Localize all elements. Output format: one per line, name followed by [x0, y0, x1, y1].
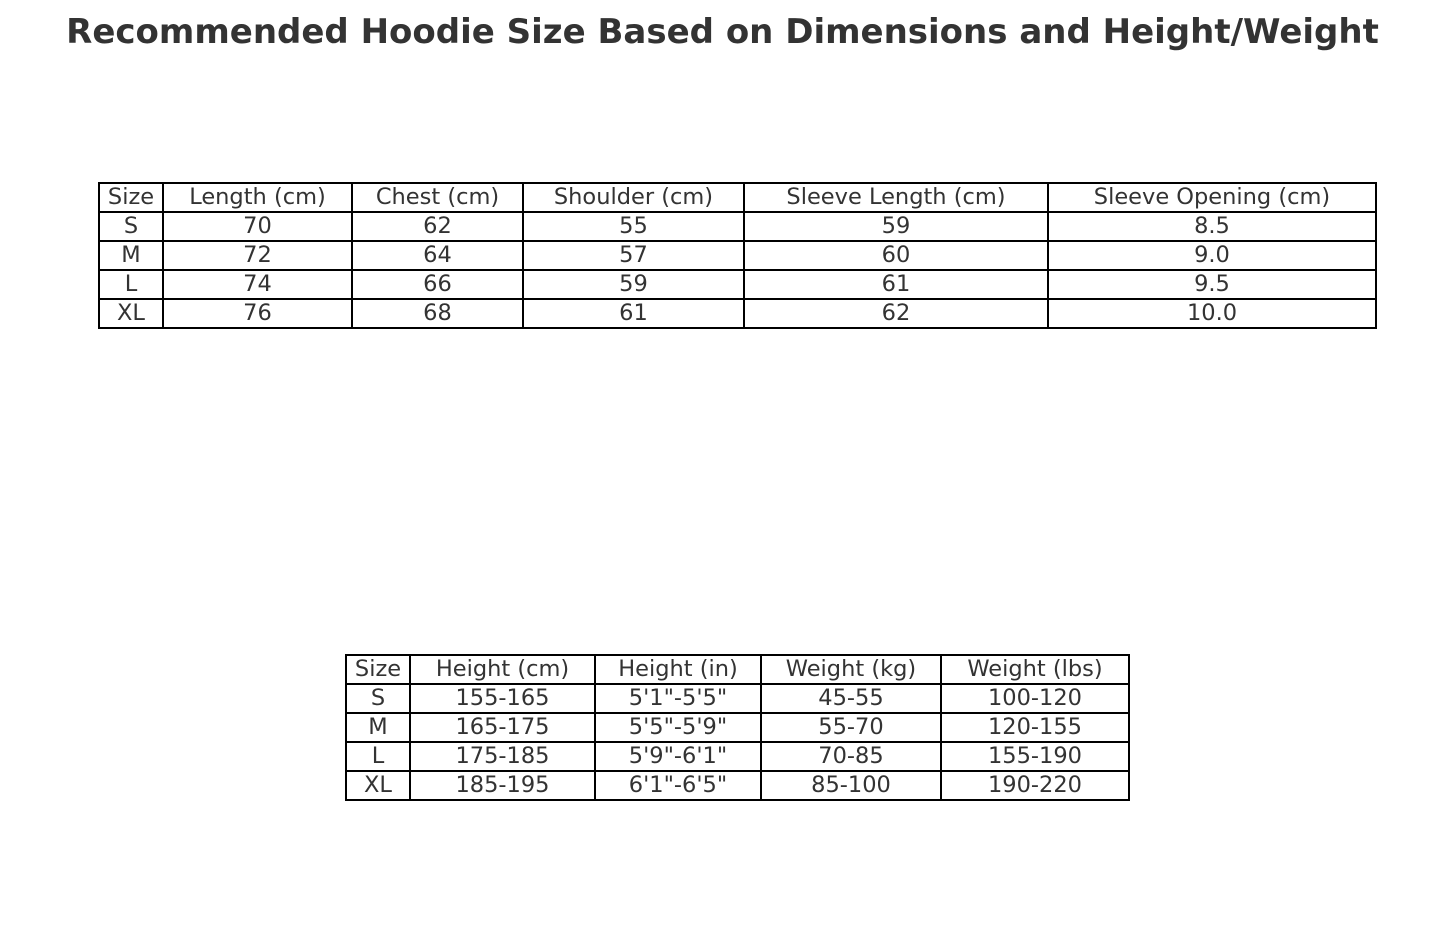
- table-cell: 155-165: [409, 683, 596, 714]
- column-header: Sleeve Length (cm): [743, 182, 1049, 213]
- table-cell: XL: [345, 770, 411, 801]
- table-cell: 5'5"-5'9": [594, 712, 762, 743]
- column-header: Weight (kg): [760, 654, 942, 685]
- table-cell: 64: [351, 240, 524, 271]
- table-cell: 55: [522, 211, 745, 242]
- table-cell: L: [98, 269, 164, 300]
- table-cell: 185-195: [409, 770, 596, 801]
- column-header: Sleeve Opening (cm): [1047, 182, 1377, 213]
- column-header: Length (cm): [162, 182, 353, 213]
- table-cell: 70-85: [760, 741, 942, 772]
- table-cell: 70: [162, 211, 353, 242]
- table-cell: 61: [522, 298, 745, 329]
- table-row: L 74 66 59 61 9.5: [98, 269, 1377, 300]
- column-header: Size: [345, 654, 411, 685]
- table-row: M 72 64 57 60 9.0: [98, 240, 1377, 271]
- table-cell: 190-220: [940, 770, 1130, 801]
- table-row: M 165-175 5'5"-5'9" 55-70 120-155: [345, 712, 1130, 743]
- table-cell: 155-190: [940, 741, 1130, 772]
- table-cell: 10.0: [1047, 298, 1377, 329]
- table-row: S 155-165 5'1"-5'5" 45-55 100-120: [345, 683, 1130, 714]
- column-header: Height (in): [594, 654, 762, 685]
- table-cell: 9.0: [1047, 240, 1377, 271]
- table-cell: 62: [743, 298, 1049, 329]
- column-header: Chest (cm): [351, 182, 524, 213]
- table-cell: 57: [522, 240, 745, 271]
- table-cell: 45-55: [760, 683, 942, 714]
- table-row: XL 76 68 61 62 10.0: [98, 298, 1377, 329]
- table-cell: M: [98, 240, 164, 271]
- table-cell: XL: [98, 298, 164, 329]
- table-cell: 5'1"-5'5": [594, 683, 762, 714]
- table-cell: 62: [351, 211, 524, 242]
- table-row: L 175-185 5'9"-6'1" 70-85 155-190: [345, 741, 1130, 772]
- header-row: Size Height (cm) Height (in) Weight (kg) Wei…: [345, 654, 1130, 685]
- table-cell: M: [345, 712, 411, 743]
- column-header: Weight (lbs): [940, 654, 1130, 685]
- table-cell: S: [98, 211, 164, 242]
- table-cell: 72: [162, 240, 353, 271]
- table-row: XL 185-195 6'1"-6'5" 85-100 190-220: [345, 770, 1130, 801]
- table-cell: 9.5: [1047, 269, 1377, 300]
- table-cell: 76: [162, 298, 353, 329]
- table-cell: 165-175: [409, 712, 596, 743]
- table-cell: L: [345, 741, 411, 772]
- table-cell: S: [345, 683, 411, 714]
- header-row: Size Length (cm) Chest (cm) Shoulder (cm) Sl…: [98, 182, 1377, 213]
- table-cell: 74: [162, 269, 353, 300]
- table-cell: 61: [743, 269, 1049, 300]
- table-cell: 60: [743, 240, 1049, 271]
- table-cell: 175-185: [409, 741, 596, 772]
- table-cell: 8.5: [1047, 211, 1377, 242]
- table-cell: 55-70: [760, 712, 942, 743]
- table-cell: 68: [351, 298, 524, 329]
- table-cell: 59: [743, 211, 1049, 242]
- garment-dimensions-table: Size Length (cm) Chest (cm) Shoulder (cm) Sl…: [98, 182, 1377, 329]
- table-cell: 100-120: [940, 683, 1130, 714]
- table-cell: 5'9"-6'1": [594, 741, 762, 772]
- chart-title: Recommended Hoodie Size Based on Dimensi…: [66, 12, 1379, 52]
- column-header: Size: [98, 182, 164, 213]
- height-weight-table: Size Height (cm) Height (in) Weight (kg) Wei…: [345, 654, 1130, 801]
- table-cell: 66: [351, 269, 524, 300]
- table-cell: 59: [522, 269, 745, 300]
- column-header: Height (cm): [409, 654, 596, 685]
- table-cell: 6'1"-6'5": [594, 770, 762, 801]
- table-cell: 120-155: [940, 712, 1130, 743]
- table-row: S 70 62 55 59 8.5: [98, 211, 1377, 242]
- table-cell: 85-100: [760, 770, 942, 801]
- column-header: Shoulder (cm): [522, 182, 745, 213]
